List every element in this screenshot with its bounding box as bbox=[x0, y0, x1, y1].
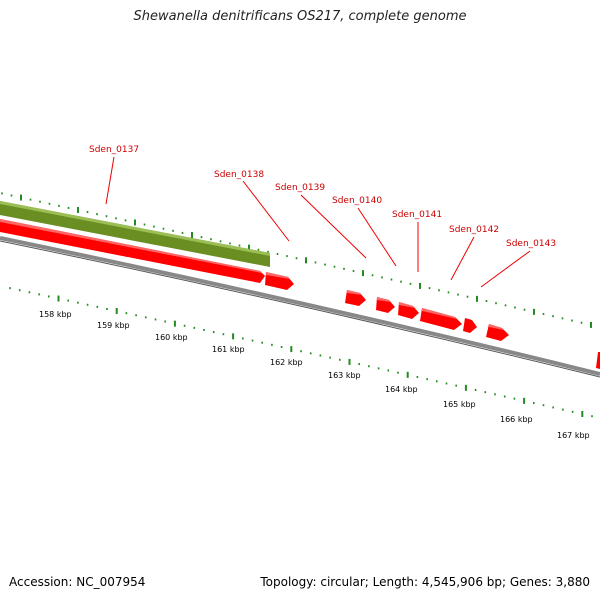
scale-label: 165 kbp bbox=[443, 400, 476, 409]
gene-arrow-Sden_0141[interactable] bbox=[376, 297, 395, 313]
label-Sden_0138: Sden_0138 bbox=[214, 170, 264, 180]
scale-label: 161 kbp bbox=[212, 345, 245, 354]
gene-arrow-Sden_0140[interactable] bbox=[345, 290, 366, 306]
gene-arrow-extra-1[interactable] bbox=[463, 318, 477, 333]
label-Sden_0143: Sden_0143 bbox=[506, 239, 556, 249]
gene-arrow-extra-2[interactable] bbox=[486, 324, 509, 341]
genome-backbone-shadow bbox=[0, 240, 600, 378]
gene-arrow-Sden_0142[interactable] bbox=[398, 302, 419, 319]
gene-Sden_0137[interactable] bbox=[0, 201, 270, 267]
scale-label: 167 kbp bbox=[557, 431, 590, 440]
small-gene-arrows bbox=[265, 272, 600, 369]
label-Sden_0140: Sden_0140 bbox=[332, 196, 382, 206]
genome-title: Shewanella denitrificans OS217, complete… bbox=[133, 9, 467, 24]
scale-label: 158 kbp bbox=[39, 310, 72, 319]
scale-label: 163 kbp bbox=[328, 371, 361, 380]
scale-label: 160 kbp bbox=[155, 333, 188, 342]
scale-labels: 158 kbp 159 kbp 160 kbp 161 kbp 162 kbp 163 k… bbox=[39, 310, 590, 440]
gene-arrow-Sden_0143[interactable] bbox=[420, 308, 462, 330]
scale-label: 166 kbp bbox=[500, 415, 533, 424]
label-Sden_0139: Sden_0139 bbox=[275, 183, 325, 193]
inner-tick-row bbox=[9, 287, 593, 418]
genome-backbone bbox=[0, 236, 600, 376]
accession-text: Accession: NC_007954 bbox=[9, 575, 146, 589]
outer-tick-row bbox=[1, 192, 592, 328]
gene-arrow-edge[interactable] bbox=[596, 352, 600, 369]
scale-label: 164 kbp bbox=[385, 385, 418, 394]
gene-labels: Sden_0137 Sden_0138 Sden_0139 Sden_0140 … bbox=[89, 145, 556, 288]
gene-Sden_0138-block[interactable] bbox=[0, 219, 265, 283]
gene-arrow-Sden_0139[interactable] bbox=[265, 272, 294, 290]
scale-label: 162 kbp bbox=[270, 358, 303, 367]
label-Sden_0137: Sden_0137 bbox=[89, 145, 139, 155]
genome-summary-text: Topology: circular; Length: 4,545,906 bp… bbox=[260, 575, 590, 589]
label-Sden_0141: Sden_0141 bbox=[392, 210, 442, 220]
label-Sden_0142: Sden_0142 bbox=[449, 225, 499, 235]
scale-label: 159 kbp bbox=[97, 321, 130, 330]
